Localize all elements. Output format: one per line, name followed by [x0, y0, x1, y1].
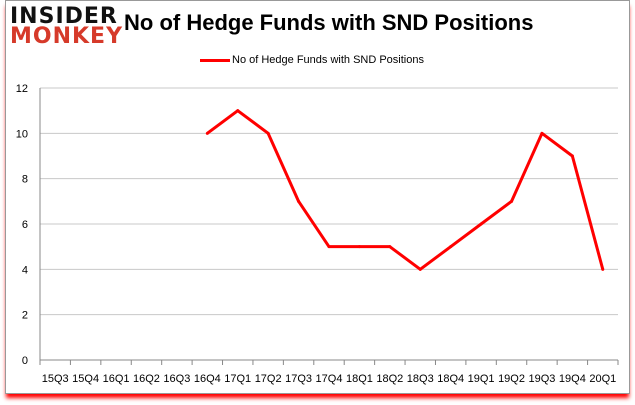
data-point: [236, 109, 240, 113]
chart-panel: [5, 0, 630, 394]
x-tick-label: 17Q3: [285, 373, 312, 385]
y-tick-label: 6: [22, 219, 28, 231]
y-tick-label: 2: [22, 310, 28, 322]
x-tick-label: 17Q4: [316, 373, 343, 385]
logo-line2: MONKEY: [10, 24, 124, 49]
data-point: [327, 245, 331, 249]
insider-monkey-logo: INSIDER MONKEY: [10, 4, 124, 49]
x-tick-label: 18Q3: [407, 373, 434, 385]
data-point: [570, 154, 574, 158]
x-tick-label: 15Q3: [42, 373, 69, 385]
x-tick-label: 15Q4: [72, 373, 99, 385]
data-point: [449, 245, 453, 249]
data-point: [297, 199, 301, 203]
chart-title: No of Hedge Funds with SND Positions: [124, 10, 534, 35]
legend-label: No of Hedge Funds with SND Positions: [232, 54, 424, 66]
x-tick-label: 16Q2: [133, 373, 160, 385]
legend: No of Hedge Funds with SND Positions: [200, 54, 424, 66]
series-line: [206, 109, 605, 271]
x-tick-label: 20Q1: [589, 373, 616, 385]
data-point: [540, 131, 544, 135]
y-tick-label: 8: [22, 174, 28, 186]
x-tick-label: 16Q3: [163, 373, 190, 385]
y-tick-label: 4: [22, 264, 28, 276]
data-point: [357, 245, 361, 249]
x-tick-label: 19Q2: [498, 373, 525, 385]
x-tick-label: 16Q1: [103, 373, 130, 385]
data-point: [510, 199, 514, 203]
data-point: [479, 222, 483, 226]
legend-swatch: [200, 58, 230, 62]
x-tick-label: 18Q4: [437, 373, 464, 385]
x-tick-label: 18Q2: [376, 373, 403, 385]
x-tick-label: 19Q1: [468, 373, 495, 385]
data-point: [388, 245, 392, 249]
x-tick-label: 17Q1: [224, 373, 251, 385]
x-tick-label: 19Q4: [559, 373, 586, 385]
x-tick-label: 18Q1: [346, 373, 373, 385]
data-point: [601, 267, 605, 271]
data-point: [205, 131, 209, 135]
y-tick-label: 0: [22, 355, 28, 367]
x-tick-label: 19Q3: [528, 373, 555, 385]
y-tick-label: 12: [16, 83, 28, 95]
x-tick-label: 17Q2: [255, 373, 282, 385]
data-point: [418, 267, 422, 271]
x-tick-label: 16Q4: [194, 373, 221, 385]
y-tick-label: 10: [16, 128, 28, 140]
data-point: [266, 131, 270, 135]
logo-line1: INSIDER: [10, 4, 118, 29]
